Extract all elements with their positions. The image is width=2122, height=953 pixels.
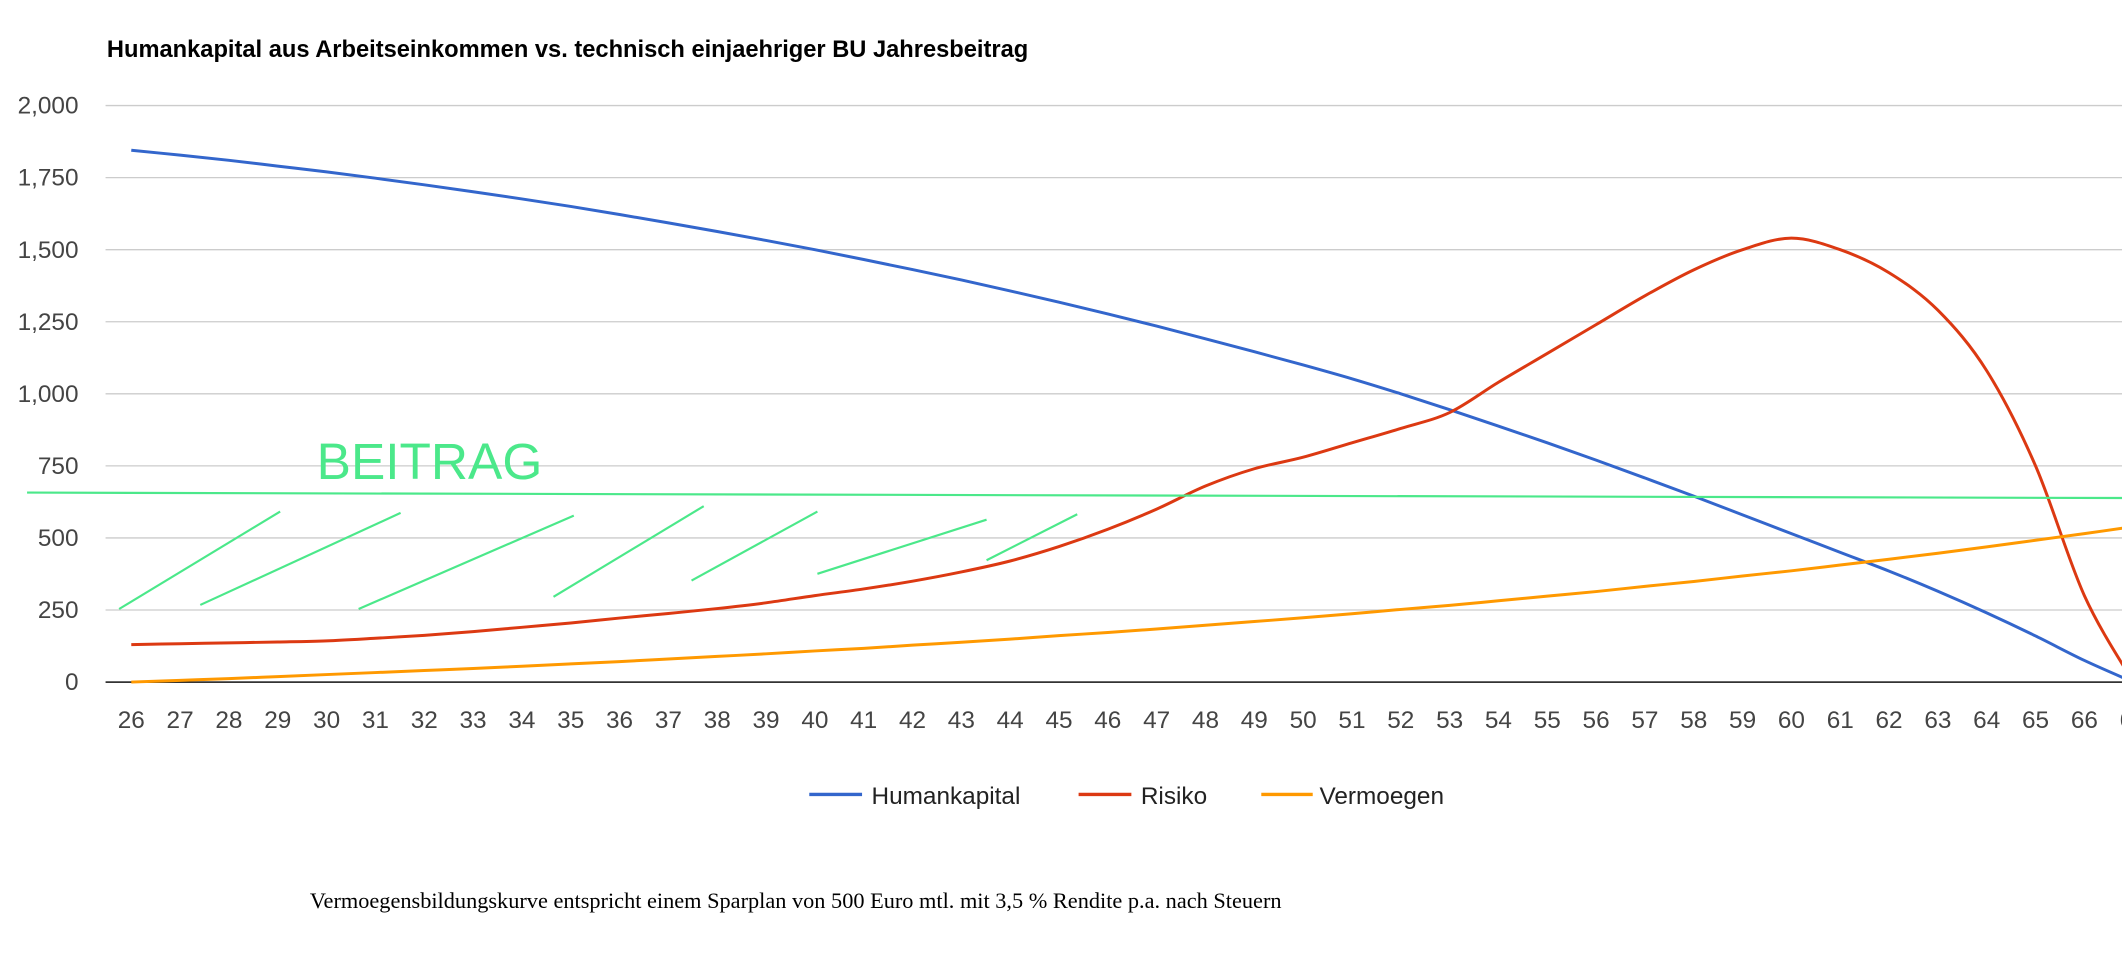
x-tick-label: 51 bbox=[1338, 707, 1365, 734]
y-tick-label: 1,500 bbox=[18, 237, 79, 264]
x-tick-label: 35 bbox=[557, 707, 584, 734]
x-tick-label: 29 bbox=[264, 707, 291, 734]
hatch-stroke bbox=[358, 514, 575, 610]
x-tick-label: 58 bbox=[1680, 707, 1707, 734]
x-tick-label: 43 bbox=[948, 707, 975, 734]
x-tick-label: 50 bbox=[1290, 707, 1317, 734]
series-line-vermoegen bbox=[131, 526, 2122, 684]
hatch-stroke bbox=[552, 505, 705, 598]
x-axis-labels: 26 27 28 29 30 31 32 33 34 35 36 37 38 39 40 41 42 43 44 45… bbox=[118, 707, 2122, 734]
x-tick-label: 61 bbox=[1827, 707, 1854, 734]
x-tick-label: 39 bbox=[752, 707, 779, 734]
x-tick-label: 45 bbox=[1045, 707, 1072, 734]
x-tick-label: 46 bbox=[1094, 707, 1121, 734]
series-lines bbox=[131, 148, 2122, 684]
series-line-risiko bbox=[131, 236, 2122, 667]
gridlines bbox=[105, 104, 2122, 683]
x-tick-label: 44 bbox=[997, 707, 1024, 734]
hatch-stroke bbox=[817, 518, 987, 575]
y-tick-label: 500 bbox=[38, 525, 79, 552]
y-tick-label: 1,000 bbox=[18, 381, 79, 408]
x-tick-label: 53 bbox=[1436, 707, 1463, 734]
x-tick-label: 37 bbox=[655, 707, 682, 734]
x-tick-label: 60 bbox=[1778, 707, 1805, 734]
legend-label: Vermoegen bbox=[1319, 783, 1444, 810]
x-tick-label: 52 bbox=[1387, 707, 1414, 734]
legend: Humankapital Risiko Vermoegen bbox=[809, 783, 1444, 810]
x-tick-label: 30 bbox=[313, 707, 340, 734]
y-tick-label: 2,000 bbox=[18, 93, 79, 120]
x-tick-label: 31 bbox=[362, 707, 389, 734]
x-tick-label: 59 bbox=[1729, 707, 1756, 734]
x-tick-label: 26 bbox=[118, 707, 145, 734]
x-tick-label: 42 bbox=[899, 707, 926, 734]
x-tick-label: 65 bbox=[2022, 707, 2049, 734]
legend-item-humankapital[interactable]: Humankapital bbox=[809, 783, 1020, 810]
hatch-stroke bbox=[118, 510, 281, 610]
x-tick-label: 49 bbox=[1241, 707, 1268, 734]
legend-label: Humankapital bbox=[872, 783, 1021, 810]
x-tick-label: 34 bbox=[508, 707, 535, 734]
x-tick-label: 66 bbox=[2071, 707, 2098, 734]
beitrag-annotation bbox=[27, 491, 2122, 610]
x-tick-label: 36 bbox=[606, 707, 633, 734]
x-tick-label: 32 bbox=[411, 707, 438, 734]
legend-item-risiko[interactable]: Risiko bbox=[1078, 783, 1208, 810]
legend-label: Risiko bbox=[1141, 783, 1207, 810]
y-tick-label: 1,250 bbox=[18, 309, 79, 336]
footnote: Vermoegensbildungskurve entspricht einem… bbox=[310, 888, 1282, 913]
y-tick-label: 1,750 bbox=[18, 165, 79, 192]
x-tick-label: 57 bbox=[1631, 707, 1658, 734]
x-tick-label: 38 bbox=[704, 707, 731, 734]
y-tick-label: 750 bbox=[38, 453, 79, 480]
hatch-stroke bbox=[199, 511, 402, 606]
x-tick-label: 62 bbox=[1876, 707, 1903, 734]
x-tick-label: 40 bbox=[801, 707, 828, 734]
hatch-stroke bbox=[691, 510, 818, 582]
legend-item-vermoegen[interactable]: Vermoegen bbox=[1261, 783, 1444, 810]
x-tick-label: 41 bbox=[850, 707, 877, 734]
x-tick-label: 64 bbox=[1973, 707, 2000, 734]
x-tick-label: 27 bbox=[167, 707, 194, 734]
x-tick-label: 67 bbox=[2120, 707, 2122, 734]
beitrag-line bbox=[27, 491, 2122, 500]
y-tick-label: 250 bbox=[38, 597, 79, 624]
series-line-humankapital bbox=[131, 148, 2122, 679]
x-tick-label: 56 bbox=[1583, 707, 1610, 734]
x-tick-label: 47 bbox=[1143, 707, 1170, 734]
x-tick-label: 54 bbox=[1485, 707, 1512, 734]
beitrag-label: BEITRAG bbox=[317, 432, 543, 490]
y-tick-label: 0 bbox=[65, 669, 79, 696]
hatch-stroke bbox=[986, 513, 1078, 562]
chart-title: Humankapital aus Arbeitseinkommen vs. te… bbox=[107, 37, 1028, 63]
x-tick-label: 33 bbox=[460, 707, 487, 734]
x-tick-label: 63 bbox=[1924, 707, 1951, 734]
x-tick-label: 55 bbox=[1534, 707, 1561, 734]
y-axis-labels: 0 250 500 750 1,000 1,250 1,500 1,750 2,000 bbox=[18, 93, 79, 697]
x-tick-label: 48 bbox=[1192, 707, 1219, 734]
x-tick-label: 28 bbox=[215, 707, 242, 734]
